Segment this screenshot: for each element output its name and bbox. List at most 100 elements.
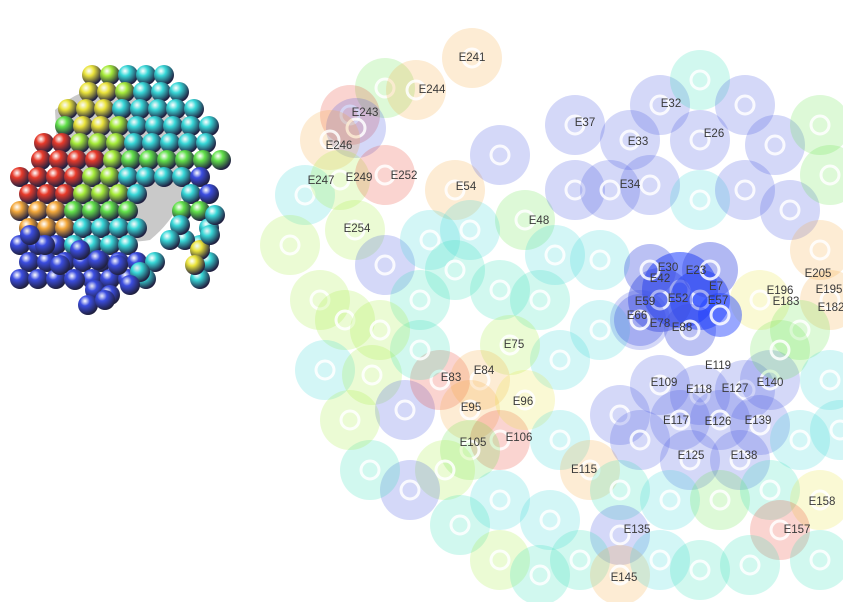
electrode-marker xyxy=(760,180,820,240)
head-electrode-sphere xyxy=(118,65,138,85)
electrode-marker xyxy=(740,460,800,520)
electrode-label: E196 xyxy=(767,285,794,297)
head-electrode-sphere xyxy=(178,133,198,153)
head-electrode-sphere xyxy=(175,150,195,170)
electrode-label: E157 xyxy=(784,524,811,536)
head-electrode-sphere xyxy=(211,150,231,170)
electrode-marker xyxy=(310,150,370,210)
electrode-marker xyxy=(570,230,630,290)
electrode-label: E84 xyxy=(474,365,495,377)
head-electrode-sphere xyxy=(200,225,220,245)
head-electrode-sphere xyxy=(79,82,99,102)
electrode-marker xyxy=(545,160,605,220)
electrode-marker xyxy=(670,365,730,425)
electrode-label: E48 xyxy=(529,215,549,227)
head-electrode-sphere xyxy=(108,255,128,275)
head-electrode-sphere xyxy=(100,167,120,187)
electrode-label: E66 xyxy=(627,310,647,322)
electrode-marker xyxy=(730,395,790,455)
electrode-marker xyxy=(620,155,680,215)
head-electrode-sphere xyxy=(82,167,102,187)
electrode-marker xyxy=(390,270,450,330)
electrode-marker xyxy=(790,530,843,590)
electrode-marker xyxy=(610,410,670,470)
head-electrode-sphere xyxy=(73,116,93,136)
electrode-label: E118 xyxy=(686,384,712,396)
electrode-label: E183 xyxy=(773,296,800,308)
head-electrode-sphere xyxy=(35,235,55,255)
electrode-label: E52 xyxy=(668,293,688,305)
electrode-marker xyxy=(415,440,475,500)
head-electrode-sphere xyxy=(190,201,210,221)
electrode-marker xyxy=(440,200,500,260)
electrode-marker xyxy=(355,58,415,118)
head-electrode-sphere xyxy=(49,150,69,170)
electrode-marker xyxy=(810,400,843,460)
head-electrode-sphere xyxy=(190,167,210,187)
head-electrode-sphere xyxy=(166,99,186,119)
electrode-marker xyxy=(295,340,355,400)
electrode-label: E247 xyxy=(308,175,335,187)
electrode-marker xyxy=(375,380,435,440)
head-electrode-sphere xyxy=(154,65,174,85)
head-electrode-sphere xyxy=(103,150,123,170)
head-electrode-sphere xyxy=(106,133,126,153)
electrode-marker xyxy=(430,495,490,555)
electrode-marker xyxy=(410,350,470,410)
electrode-marker xyxy=(710,430,770,490)
electrode-marker xyxy=(340,440,400,500)
electrode-marker xyxy=(320,390,380,450)
electrode-marker xyxy=(690,470,750,530)
electrode-label: E125 xyxy=(678,450,705,462)
head-electrode-sphere xyxy=(70,133,90,153)
electrode-label: E54 xyxy=(456,181,477,193)
head-electrode-sphere xyxy=(160,133,180,153)
head-electrode-sphere xyxy=(115,82,135,102)
electrode-marker xyxy=(342,345,402,405)
electrode-marker xyxy=(590,505,650,565)
electrode-marker xyxy=(750,500,810,560)
electrode-marker xyxy=(442,28,502,88)
electrode-marker xyxy=(350,300,410,360)
head-electrode-sphere xyxy=(46,167,66,187)
electrode-label: E33 xyxy=(628,136,648,148)
head-electrode-sphere xyxy=(121,150,141,170)
electrode-marker xyxy=(440,420,500,480)
electrode-label: E59 xyxy=(635,296,655,308)
electrode-marker xyxy=(698,293,742,337)
electrode-marker xyxy=(590,385,650,445)
electrode-marker xyxy=(630,75,690,135)
head-electrode-sphere xyxy=(34,133,54,153)
head-electrode-sphere xyxy=(199,184,219,204)
head-electrode-sphere xyxy=(172,167,192,187)
electrode-label: E88 xyxy=(672,322,692,334)
electrode-marker xyxy=(260,215,320,275)
head-electrode-sphere xyxy=(31,150,51,170)
electrode-marker xyxy=(630,530,690,590)
head-electrode-sphere xyxy=(109,184,129,204)
head-electrode-sphere xyxy=(145,252,165,272)
head-electrode-sphere xyxy=(205,205,225,225)
head-electrode-sphere xyxy=(82,201,102,221)
electrode-marker xyxy=(390,320,450,380)
electrode-marker xyxy=(690,390,750,450)
electrode-marker xyxy=(590,460,650,520)
electrode-label: E249 xyxy=(346,172,373,184)
electrode-marker xyxy=(730,270,790,330)
electrode-marker xyxy=(425,160,485,220)
head-electrode-sphere xyxy=(124,133,144,153)
electrode-marker xyxy=(770,300,830,360)
electrode-label: E117 xyxy=(663,415,689,427)
head-electrode-sphere xyxy=(91,116,111,136)
electrode-marker xyxy=(660,430,720,490)
electrode-marker xyxy=(670,170,730,230)
head-electrode-sphere xyxy=(85,150,105,170)
electrode-marker xyxy=(800,350,843,410)
electrode-marker xyxy=(570,300,630,360)
electrode-marker xyxy=(425,240,485,300)
electrode-marker xyxy=(770,410,830,470)
head-electrode-sphere xyxy=(118,167,138,187)
electrode-label: E127 xyxy=(722,383,749,395)
electrode-marker xyxy=(682,242,738,298)
electrode-marker xyxy=(640,470,700,530)
